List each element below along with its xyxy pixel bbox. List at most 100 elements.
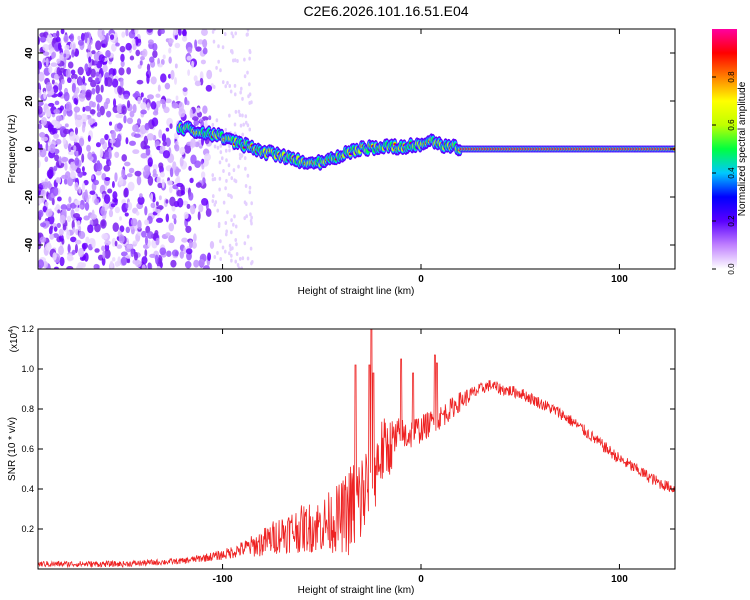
heatmap-cell bbox=[199, 71, 204, 81]
heatmap-cell bbox=[94, 198, 100, 206]
heatmap-cell bbox=[211, 199, 215, 204]
heatmap-cell bbox=[140, 109, 147, 115]
heatmap-cell bbox=[99, 35, 105, 41]
heatmap-cell bbox=[179, 250, 184, 259]
heatmap-cell bbox=[140, 102, 147, 110]
heatmap-cell bbox=[67, 143, 72, 153]
heatmap-cell bbox=[181, 29, 187, 37]
heatmap-cell bbox=[224, 232, 228, 237]
heatmap-cell bbox=[66, 215, 72, 223]
heatmap-cell bbox=[193, 259, 200, 268]
heatmap-cell bbox=[78, 137, 85, 147]
heatmap-cell bbox=[143, 164, 151, 173]
heatmap-cell bbox=[152, 43, 158, 52]
heatmap-cell bbox=[168, 37, 173, 48]
heatmap-cell bbox=[95, 162, 103, 172]
colorbar-tick-label: 0.0 bbox=[727, 263, 736, 275]
heatmap-ytick-label: 20 bbox=[24, 95, 35, 107]
heatmap-cell bbox=[75, 117, 82, 128]
heatmap-cell bbox=[46, 108, 51, 118]
heatmap-cell bbox=[147, 94, 154, 100]
heatmap-cell bbox=[59, 214, 66, 225]
heatmap-cell bbox=[74, 181, 79, 192]
colorbar-tick-label: 0.4 bbox=[727, 167, 736, 179]
heatmap-cell bbox=[205, 84, 213, 92]
heatmap-cell bbox=[59, 67, 65, 73]
heatmap-cell bbox=[58, 155, 62, 166]
heatmap-cell bbox=[120, 251, 128, 257]
heatmap-x-axis-label: Height of straight line (km) bbox=[298, 286, 415, 297]
heatmap-cell bbox=[108, 209, 114, 218]
heatmap-cell bbox=[169, 123, 173, 129]
heatmap-cell bbox=[56, 58, 61, 64]
heatmap-cell bbox=[128, 30, 136, 39]
heatmap-cell bbox=[145, 147, 151, 156]
heatmap-cell bbox=[149, 253, 156, 258]
heatmap-cell bbox=[51, 79, 55, 85]
snr-ytick-label: 0.8 bbox=[21, 404, 34, 414]
heatmap-cell bbox=[64, 44, 70, 51]
heatmap-cell bbox=[186, 203, 191, 209]
svg-text:(x104): (x104) bbox=[8, 326, 20, 353]
heatmap-cell bbox=[194, 80, 202, 87]
snr-ytick-label: 0.4 bbox=[21, 484, 34, 494]
heatmap-cell bbox=[230, 230, 233, 235]
heatmap-cell bbox=[142, 48, 148, 58]
heatmap-cell bbox=[170, 69, 175, 80]
heatmap-cell bbox=[243, 74, 247, 79]
snr-multiplier-exponent: 4 bbox=[8, 329, 15, 333]
heatmap-cell bbox=[67, 243, 71, 254]
heatmap-cell bbox=[87, 151, 93, 160]
heatmap-cell bbox=[228, 113, 231, 118]
heatmap-cell bbox=[225, 158, 228, 163]
heatmap-cell bbox=[81, 182, 86, 192]
heatmap-cell bbox=[121, 168, 126, 178]
heatmap-cell bbox=[228, 144, 231, 149]
heatmap-cell bbox=[216, 250, 219, 255]
heatmap-cell bbox=[181, 237, 188, 243]
heatmap-cell bbox=[130, 218, 138, 227]
heatmap-cell bbox=[49, 233, 55, 240]
heatmap-cell bbox=[218, 187, 221, 192]
heatmap-cell bbox=[241, 132, 245, 137]
heatmap-cell bbox=[108, 151, 112, 160]
heatmap-cell bbox=[211, 29, 215, 34]
heatmap-cell bbox=[63, 34, 69, 43]
heatmap-cell bbox=[62, 224, 67, 231]
heatmap-cell bbox=[73, 91, 78, 100]
heatmap-cell bbox=[93, 263, 100, 269]
heatmap-cell bbox=[85, 91, 92, 101]
heatmap-cell bbox=[238, 113, 242, 118]
heatmap-cell bbox=[118, 176, 124, 186]
heatmap-cell bbox=[74, 127, 79, 135]
heatmap-cell bbox=[190, 204, 196, 215]
heatmap-cell bbox=[202, 105, 208, 114]
snr-ytick-label: 1.2 bbox=[21, 324, 34, 334]
heatmap-cell bbox=[60, 204, 68, 211]
heatmap-cell bbox=[60, 29, 65, 35]
heatmap-cell bbox=[200, 159, 204, 165]
heatmap-cell bbox=[156, 176, 162, 185]
heatmap-cell bbox=[215, 65, 218, 70]
heatmap-cell bbox=[109, 34, 115, 40]
heatmap-cell bbox=[53, 165, 58, 172]
heatmap-cell bbox=[233, 122, 237, 127]
heatmap-cell bbox=[150, 202, 156, 209]
heatmap-cell bbox=[52, 252, 57, 261]
heatmap-cell bbox=[41, 116, 48, 126]
heatmap-cell bbox=[103, 165, 111, 172]
heatmap-cell bbox=[95, 93, 103, 103]
heatmap-cell bbox=[221, 245, 225, 250]
heatmap-cell bbox=[191, 60, 195, 69]
heatmap-cell bbox=[109, 260, 114, 269]
heatmap-cell bbox=[136, 118, 142, 126]
heatmap-cell bbox=[75, 87, 80, 94]
heatmap-cell bbox=[111, 129, 116, 140]
heatmap-cell bbox=[157, 63, 163, 68]
heatmap-cell bbox=[244, 166, 247, 171]
heatmap-cell bbox=[217, 59, 220, 64]
heatmap-cell bbox=[46, 33, 53, 44]
heatmap-cell bbox=[157, 84, 161, 92]
heatmap-cell bbox=[47, 145, 51, 152]
heatmap-cell bbox=[71, 249, 76, 255]
